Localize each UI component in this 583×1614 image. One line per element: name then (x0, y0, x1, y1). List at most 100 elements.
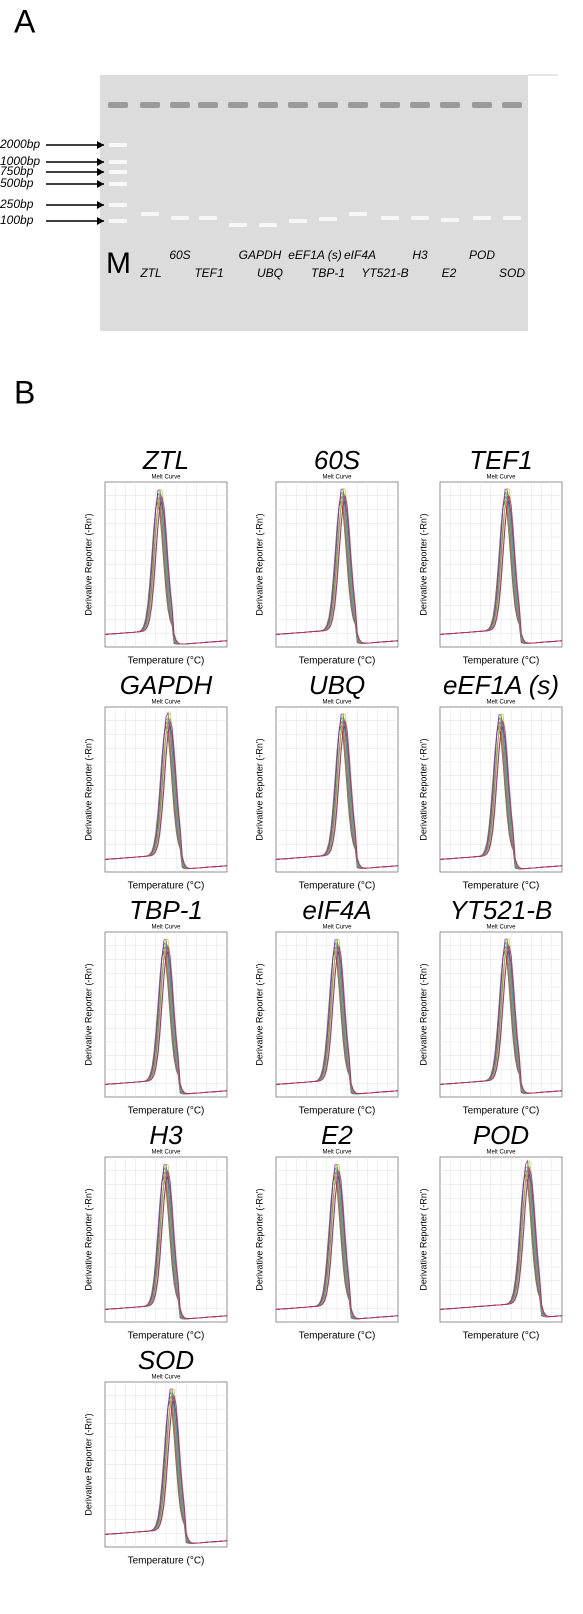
plot-title: E2 (321, 1120, 353, 1150)
well (348, 102, 368, 108)
lane-label: POD (469, 248, 495, 262)
marker-arrowhead (97, 217, 104, 225)
lane-label: GAPDH (239, 248, 282, 262)
well (170, 102, 190, 108)
plot-subtitle: Melt Curve (151, 475, 181, 481)
plot-title: GAPDH (120, 670, 213, 700)
well (258, 102, 278, 108)
melt-plot: eEF1A (s)Melt Curve Temperature (°C) Deriv… (418, 670, 563, 892)
plot-subtitle: Melt Curve (151, 1375, 181, 1381)
x-axis-label: Temperature (°C) (463, 1106, 540, 1117)
x-axis-label: Temperature (°C) (463, 1331, 540, 1342)
plot-title: 60S (314, 445, 361, 475)
well (228, 102, 248, 108)
band (141, 212, 159, 216)
x-axis-label: Temperature (°C) (463, 881, 540, 892)
well (198, 102, 218, 108)
plot-title: YT521-B (450, 895, 553, 925)
well (140, 102, 160, 108)
melt-curve (439, 495, 563, 644)
band (319, 217, 337, 221)
melt-curve (104, 496, 228, 645)
lane-label: SOD (499, 266, 525, 280)
plot-title: SOD (138, 1345, 194, 1375)
well (108, 102, 128, 108)
panel-label: A (14, 3, 36, 39)
lane-label: 60S (169, 248, 190, 262)
marker-label: 500bp (0, 176, 34, 190)
plot-title: TBP-1 (129, 895, 203, 925)
y-axis-label: Derivative Reporter (-Rn') (418, 738, 428, 840)
marker-arrowhead (97, 180, 104, 188)
y-axis-label: Derivative Reporter (-Rn') (254, 513, 264, 615)
plot-subtitle: Melt Curve (486, 1150, 516, 1156)
lane-label: UBQ (257, 266, 283, 280)
y-axis-label: Derivative Reporter (-Rn') (83, 1188, 93, 1290)
plot-subtitle: Melt Curve (322, 1150, 352, 1156)
lane-label: E2 (442, 266, 457, 280)
band (473, 216, 491, 220)
plot-title: UBQ (309, 670, 365, 700)
y-axis-label: Derivative Reporter (-Rn') (254, 738, 264, 840)
lane-label: eIF4A (344, 248, 376, 262)
y-axis-label: Derivative Reporter (-Rn') (254, 1188, 264, 1290)
ladder-band (109, 160, 127, 164)
band (199, 216, 217, 220)
ladder-band (109, 219, 127, 223)
melt-curve (439, 1167, 563, 1317)
band (229, 223, 247, 227)
x-axis-label: Temperature (°C) (128, 1331, 205, 1342)
x-axis-label: Temperature (°C) (128, 656, 205, 667)
y-axis-label: Derivative Reporter (-Rn') (418, 963, 428, 1065)
x-axis-label: Temperature (°C) (463, 656, 540, 667)
melt-curve (104, 1171, 228, 1320)
marker-arrowhead (97, 141, 104, 149)
gel (100, 75, 528, 331)
ladder-band (109, 170, 127, 174)
plot-title: H3 (149, 1120, 183, 1150)
x-axis-label: Temperature (°C) (299, 881, 376, 892)
y-axis-label: Derivative Reporter (-Rn') (83, 963, 93, 1065)
well (380, 102, 400, 108)
well (410, 102, 430, 108)
plot-title: TEF1 (469, 445, 533, 475)
well (502, 102, 522, 108)
y-axis-label: Derivative Reporter (-Rn') (83, 1413, 93, 1515)
marker-label: 250bp (0, 197, 34, 211)
band (411, 216, 429, 220)
band (503, 216, 521, 220)
band (171, 216, 189, 220)
plot-subtitle: Melt Curve (486, 700, 516, 706)
plot-subtitle: Melt Curve (322, 700, 352, 706)
plot-title: eEF1A (s) (443, 670, 559, 700)
x-axis-label: Temperature (°C) (128, 1556, 205, 1567)
x-axis-label: Temperature (°C) (299, 656, 376, 667)
melt-curve (275, 495, 399, 644)
ladder-band (109, 182, 127, 186)
band (349, 212, 367, 216)
band (289, 219, 307, 223)
x-axis-label: Temperature (°C) (128, 1106, 205, 1117)
melt-curve (439, 945, 563, 1094)
well (440, 102, 460, 108)
well (318, 102, 338, 108)
melt-curve (275, 1171, 399, 1320)
melt-curve (104, 1395, 228, 1544)
x-axis-label: Temperature (°C) (299, 1106, 376, 1117)
marker-arrowhead (97, 158, 104, 166)
y-axis-label: Derivative Reporter (-Rn') (83, 513, 93, 615)
lane-label: eEF1A (s) (288, 248, 342, 262)
panel-label: B (14, 374, 35, 410)
y-axis-label: Derivative Reporter (-Rn') (418, 513, 428, 615)
